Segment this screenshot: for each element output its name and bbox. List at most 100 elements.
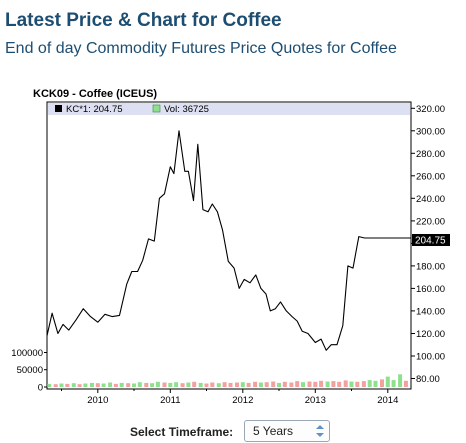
timeframe-label: Select Timeframe: (130, 425, 234, 439)
volume-bar (126, 383, 131, 387)
volume-bar (162, 382, 167, 387)
price-tick-label: 280.00 (416, 149, 445, 160)
volume-bar (47, 383, 52, 387)
plot-area (46, 101, 412, 390)
volume-bar (180, 383, 185, 387)
legend-volume-text: Vol: 36725 (164, 104, 209, 115)
price-tick-label: 140.00 (416, 306, 445, 317)
volume-bar (144, 382, 149, 387)
volume-bar (403, 380, 408, 387)
volume-bar (150, 383, 155, 387)
volume-bar (313, 381, 318, 387)
page-subtitle: End of day Commodity Futures Price Quote… (5, 40, 397, 57)
volume-bar (210, 382, 215, 387)
price-tick-label: 100.00 (416, 352, 445, 363)
price-tick-label: 220.00 (416, 216, 445, 227)
price-tick-label: 240.00 (416, 194, 445, 205)
price-chart: KCK09 - Coffee (ICEUS) KC*1: 204.75 Vol:… (11, 88, 450, 406)
x-tick-label: 2012 (232, 395, 253, 406)
volume-bar (271, 381, 276, 387)
page-title: Latest Price & Chart for Coffee (5, 10, 282, 31)
volume-bar (132, 383, 136, 387)
volume-bar (65, 383, 70, 387)
volume-bar (119, 382, 124, 387)
volume-tick-label: 50000 (17, 365, 43, 376)
volume-bar (216, 383, 221, 387)
legend-price-text: KC*1: 204.75 (66, 104, 123, 115)
volume-bar (192, 381, 197, 387)
volume-bar (295, 381, 300, 387)
volume-bar (380, 379, 384, 387)
volume-tick-label: 0 (38, 383, 43, 394)
volume-bar (235, 382, 239, 387)
last-price-label: 204.75 (415, 236, 446, 247)
volume-bar (113, 383, 118, 387)
volume-bar (282, 381, 287, 387)
volume-bar (77, 384, 82, 387)
volume-bar (385, 376, 390, 387)
x-tick-label: 2014 (377, 395, 398, 406)
volume-bar (59, 383, 64, 387)
volume-bar (349, 381, 354, 387)
volume-bar (325, 381, 330, 387)
volume-bar (155, 381, 160, 387)
chart-title: KCK09 - Coffee (ICEUS) (33, 88, 157, 100)
x-axis: 2010 2011 2012 2013 2014 (61, 389, 398, 406)
volume-bar (398, 374, 403, 387)
volume-bar (331, 381, 336, 387)
timeframe-control: Select Timeframe: 5 Years (0, 420, 466, 443)
last-price-tag (412, 234, 450, 246)
volume-bar (174, 382, 179, 387)
volume-bar (258, 382, 263, 387)
volume-bar (277, 382, 281, 387)
volume-bar (186, 382, 191, 387)
timeframe-value: 5 Years (253, 424, 294, 438)
legend-price-marker (55, 105, 62, 112)
price-line (46, 130, 411, 351)
volume-bar (222, 382, 227, 387)
volume-bar (337, 381, 342, 387)
volume-bar (137, 382, 142, 387)
volume-bar (240, 382, 245, 387)
volume-bar (301, 382, 305, 387)
price-axis: 80.00 100.00 120.00 140.00 160.00 180.00 220.0… (411, 104, 445, 385)
volume-bar (246, 382, 251, 387)
volume-bar (367, 380, 372, 387)
volume-bar (204, 383, 209, 387)
volume-bar (319, 380, 324, 387)
price-tick-label: 80.00 (416, 374, 440, 385)
timeframe-select[interactable]: 5 Years (244, 420, 330, 442)
volume-tick-label: 100000 (11, 348, 43, 359)
volume-bar (289, 382, 294, 387)
stepper-arrows-icon (316, 425, 324, 437)
volume-bar (168, 382, 173, 387)
volume-bar (253, 381, 258, 387)
volume-bar (101, 383, 106, 387)
volume-bars (47, 374, 408, 387)
legend-band (48, 103, 410, 115)
volume-bar (90, 382, 94, 387)
volume-bar (264, 382, 269, 387)
volume-bar (391, 380, 396, 387)
volume-bar (373, 380, 378, 387)
price-tick-label: 260.00 (416, 171, 445, 182)
volume-bar (53, 384, 58, 387)
volume-bar (361, 381, 366, 387)
volume-bar (343, 380, 348, 387)
x-tick-label: 2011 (160, 395, 180, 406)
volume-bar (228, 382, 233, 387)
legend-volume-marker (152, 104, 161, 113)
price-tick-label: 160.00 (416, 284, 445, 295)
price-series (46, 130, 411, 351)
price-tick-label: 120.00 (416, 329, 445, 340)
volume-bar (355, 381, 360, 387)
volume-bar (108, 382, 113, 387)
volume-bar (71, 383, 76, 387)
price-tick-label: 180.00 (416, 261, 445, 272)
price-tick-label: 300.00 (416, 126, 445, 137)
volume-bar (83, 383, 88, 387)
x-tick-label: 2013 (305, 395, 326, 406)
volume-axis: 0 50000 100000 (11, 348, 47, 394)
volume-bar (307, 381, 312, 387)
volume-bar (198, 382, 203, 387)
